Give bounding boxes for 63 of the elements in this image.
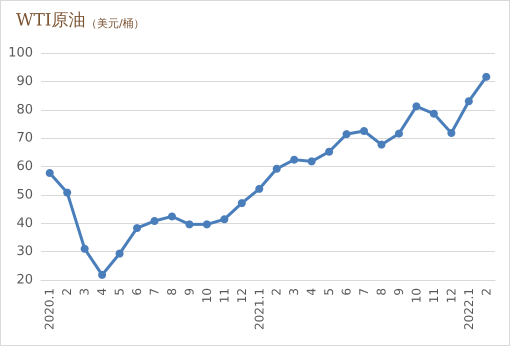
x-tick-label: 9 [392, 288, 406, 296]
x-tick-label: 7 [357, 288, 372, 296]
point [482, 72, 490, 81]
point [150, 216, 158, 225]
x-tick-label: 10 [409, 288, 424, 304]
y-tick-label: 100 [8, 46, 33, 60]
point [360, 127, 368, 136]
y-tick-label: 80 [16, 102, 33, 118]
point [98, 270, 106, 279]
x-tick-label: 3 [287, 288, 302, 296]
x-tick-label: 10 [200, 288, 214, 304]
point [342, 130, 351, 138]
x-tick-label: 9 [182, 288, 196, 296]
y-tick-label: 40 [16, 216, 33, 231]
point [378, 140, 386, 149]
point [290, 156, 298, 164]
point [394, 130, 403, 138]
point [447, 129, 456, 138]
point [238, 199, 246, 208]
x-tick-label: 11 [217, 288, 232, 304]
x-tick-label: 4 [95, 288, 110, 296]
x-tick-label: 8 [374, 288, 388, 296]
y-tick-label: 90 [16, 74, 33, 89]
x-tick-label: 12 [234, 288, 249, 304]
x-tick-label: 2021.1 [252, 288, 266, 330]
x-tick-label: 7 [148, 288, 162, 296]
x-tick-label: 11 [426, 288, 441, 304]
x-tick-label: 8 [164, 288, 179, 296]
y-tick-label: 50 [16, 187, 33, 202]
point [46, 169, 54, 178]
x-tick-label: 4 [304, 288, 319, 296]
x-tick-label: 2 [479, 288, 494, 296]
point [133, 224, 142, 232]
x-tick-label: 2022.1 [462, 288, 476, 330]
y-tick-label: 60 [16, 159, 33, 174]
point [308, 157, 316, 166]
point [412, 102, 420, 110]
x-tick-label: 2 [60, 288, 74, 296]
point [430, 110, 438, 118]
point [202, 220, 211, 228]
x-tick-label: 5 [112, 288, 127, 296]
point [464, 97, 473, 106]
chart-title: WTI原油 [16, 10, 86, 30]
x-tick-label: 3 [78, 288, 92, 296]
x-tick-label: 2020.1 [42, 288, 57, 330]
point [168, 212, 176, 220]
x-tick-label: 6 [340, 288, 354, 296]
point [220, 215, 228, 224]
point [63, 188, 72, 197]
point [185, 220, 194, 228]
y-tick-label: 20 [16, 272, 33, 288]
point [325, 148, 334, 156]
x-tick-label: 6 [130, 288, 144, 296]
point [116, 250, 124, 258]
chart-subtitle: （美元/桶） [86, 17, 145, 30]
point [272, 164, 281, 173]
x-tick-label: 2 [270, 288, 284, 296]
x-tick-label: 5 [322, 288, 336, 296]
y-tick-label: 30 [16, 244, 33, 260]
point [255, 184, 264, 193]
point [80, 244, 89, 253]
x-tick-label: 12 [444, 288, 458, 304]
y-tick-label: 70 [16, 130, 33, 146]
